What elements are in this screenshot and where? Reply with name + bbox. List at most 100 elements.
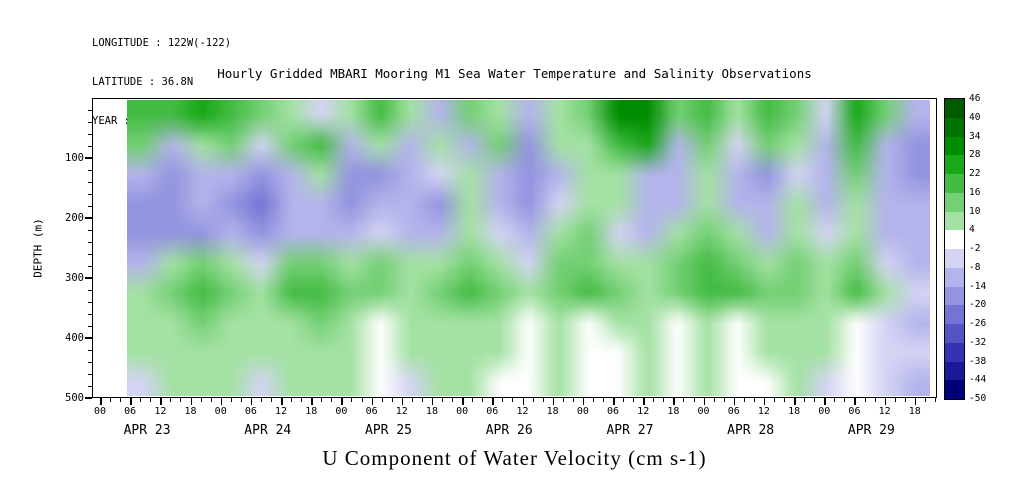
y-minor-tick	[88, 374, 92, 375]
colorbar-tick-label: 22	[969, 168, 981, 179]
x-day-label: APR 24	[244, 423, 292, 438]
x-major-tick	[733, 398, 736, 405]
x-minor-tick	[814, 398, 816, 402]
x-minor-tick	[150, 398, 152, 402]
colorbar-cell	[945, 136, 964, 156]
x-hour-label: 00	[93, 406, 107, 417]
x-minor-tick	[874, 398, 876, 402]
x-minor-tick	[482, 398, 484, 402]
x-minor-tick	[472, 398, 474, 402]
x-minor-tick	[713, 398, 715, 402]
x-major-tick	[100, 398, 102, 405]
colorbar-cell	[945, 342, 964, 362]
x-minor-tick	[240, 398, 242, 402]
x-major-tick	[492, 398, 494, 405]
x-major-tick	[371, 398, 374, 405]
colorbar-tick-label: 16	[969, 186, 981, 198]
y-tick-label: 200	[65, 212, 84, 224]
colorbar-tick-label: -32	[969, 336, 987, 348]
x-minor-tick	[804, 398, 806, 402]
x-minor-tick	[894, 398, 896, 402]
x-minor-tick	[321, 398, 323, 402]
colorbar-cell	[945, 267, 964, 287]
y-minor-tick	[88, 206, 92, 207]
x-major-tick	[703, 398, 706, 405]
x-minor-tick	[442, 398, 444, 402]
x-hour-label: 18	[908, 406, 921, 417]
x-minor-tick	[502, 398, 504, 402]
x-hour-label: 18	[425, 406, 438, 417]
y-minor-tick	[88, 134, 92, 135]
x-hour-label: 18	[184, 406, 197, 417]
x-day-label: APR 29	[847, 423, 895, 438]
x-minor-tick	[110, 398, 112, 402]
x-minor-tick	[271, 398, 272, 402]
x-minor-tick	[391, 398, 393, 402]
colorbar-cell	[945, 99, 964, 118]
y-axis-label: DEPTH (m)	[31, 218, 45, 278]
colorbar-tick-label: -50	[969, 393, 987, 404]
x-minor-tick	[834, 398, 836, 402]
y-tick-label: 100	[65, 152, 84, 164]
plot-title: Hourly Gridded MBARI Mooring M1 Sea Wate…	[217, 66, 812, 81]
x-minor-tick	[180, 398, 182, 402]
colorbar-cell	[945, 380, 964, 399]
y-minor-tick	[88, 302, 92, 303]
colorbar-tick-label: -2	[969, 243, 981, 254]
colorbar-tick-label: 34	[969, 130, 981, 142]
x-minor-tick	[381, 398, 383, 402]
x-hour-label: 00	[818, 406, 831, 417]
x-minor-tick	[291, 398, 293, 402]
x-major-tick	[643, 398, 645, 405]
colorbar-tick-label: 10	[969, 205, 981, 217]
x-major-tick	[130, 398, 132, 405]
x-hour-label: 12	[757, 406, 770, 417]
y-minor-tick	[88, 254, 92, 255]
x-hour-label: 00	[576, 406, 589, 417]
y-major-tick	[85, 217, 92, 219]
x-minor-tick	[120, 398, 122, 402]
x-major-tick	[582, 398, 585, 405]
x-hour-label: 12	[154, 406, 167, 417]
x-minor-tick	[210, 398, 212, 402]
y-minor-tick	[88, 182, 92, 183]
x-major-tick	[794, 398, 796, 405]
x-minor-tick	[683, 398, 685, 402]
x-minor-tick	[452, 398, 454, 402]
y-minor-tick	[88, 386, 92, 387]
metadata-longitude: LONGITUDE : 122W(-122)	[92, 37, 232, 49]
colorbar-tick-label: -44	[969, 374, 987, 386]
x-day-label: APR 23	[123, 423, 171, 438]
y-major-tick	[85, 397, 92, 399]
colorbar-cell	[945, 117, 964, 137]
x-major-tick	[462, 398, 464, 405]
colorbar-tick-label: 4	[969, 224, 975, 236]
colorbar-tick-label: 28	[969, 149, 981, 161]
colorbar-tick-label: 40	[969, 111, 981, 123]
x-minor-tick	[512, 398, 514, 402]
metadata-latitude: LATITUDE : 36.8N	[92, 76, 194, 88]
x-hour-label: 00	[456, 406, 469, 417]
x-major-tick	[854, 398, 856, 405]
x-minor-tick	[743, 398, 745, 402]
colorbar-tick-label: -8	[969, 261, 981, 273]
x-day-label: APR 27	[606, 423, 654, 438]
x-day-label: APR 28	[727, 423, 775, 438]
y-minor-tick	[88, 122, 92, 123]
x-day-label: APR 25	[365, 423, 412, 438]
y-tick-label: 400	[65, 332, 84, 344]
x-minor-tick	[532, 398, 534, 402]
x-minor-tick	[784, 398, 786, 402]
x-minor-tick	[773, 398, 775, 402]
x-minor-tick	[562, 398, 564, 402]
x-major-tick	[220, 398, 223, 405]
x-hour-label: 06	[244, 406, 257, 417]
y-minor-tick	[88, 242, 92, 243]
x-hour-label: 12	[637, 406, 650, 417]
x-minor-tick	[633, 398, 635, 402]
colorbar-cell	[945, 155, 964, 174]
x-major-tick	[613, 398, 615, 405]
x-hour-label: 18	[788, 406, 801, 417]
x-major-tick	[552, 398, 555, 405]
